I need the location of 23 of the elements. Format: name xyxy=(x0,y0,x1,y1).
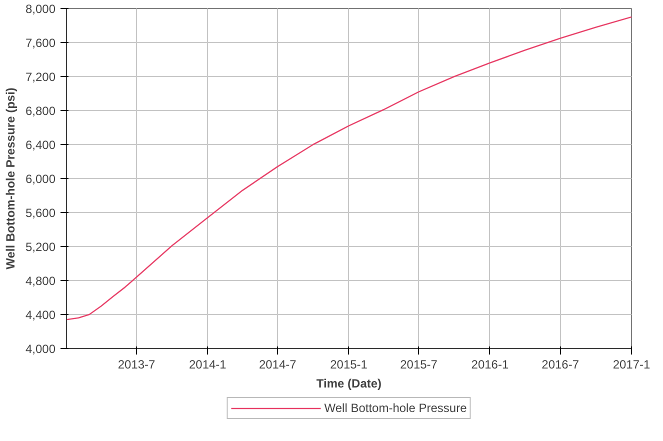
y-tick-label: 8,000 xyxy=(25,2,56,16)
y-tick-label: 7,600 xyxy=(25,36,56,50)
x-tick-label: 2016-7 xyxy=(542,358,580,372)
x-axis-title: Time (Date) xyxy=(316,376,382,390)
x-tick-label: 2013-7 xyxy=(118,358,156,372)
x-tick-label: 2015-7 xyxy=(400,358,438,372)
x-tick-label: 2014-1 xyxy=(188,358,227,372)
text: Well Bottom-hole Pressure xyxy=(324,401,467,415)
x-tick-label: 2015-1 xyxy=(330,358,368,372)
y-tick-label: 4,000 xyxy=(25,342,56,356)
y-axis-title: Well Bottom-hole Pressure (psi) xyxy=(3,88,18,270)
y-tick-label: 5,200 xyxy=(25,240,56,254)
y-tick-label: 4,800 xyxy=(25,274,56,288)
y-tick-label: 6,800 xyxy=(25,104,56,118)
x-tick-label: 2017-1 xyxy=(612,358,651,372)
y-tick-label: 7,200 xyxy=(25,70,56,84)
y-tick-label: 6,400 xyxy=(25,138,56,152)
x-tick-label: 2016-1 xyxy=(471,358,509,372)
line-series xyxy=(66,16,632,320)
y-tick-label: 5,600 xyxy=(25,206,56,220)
x-tick-label: 2014-7 xyxy=(258,358,297,372)
y-tick-label: 4,400 xyxy=(25,308,56,322)
y-tick-label: 6,000 xyxy=(25,172,56,186)
